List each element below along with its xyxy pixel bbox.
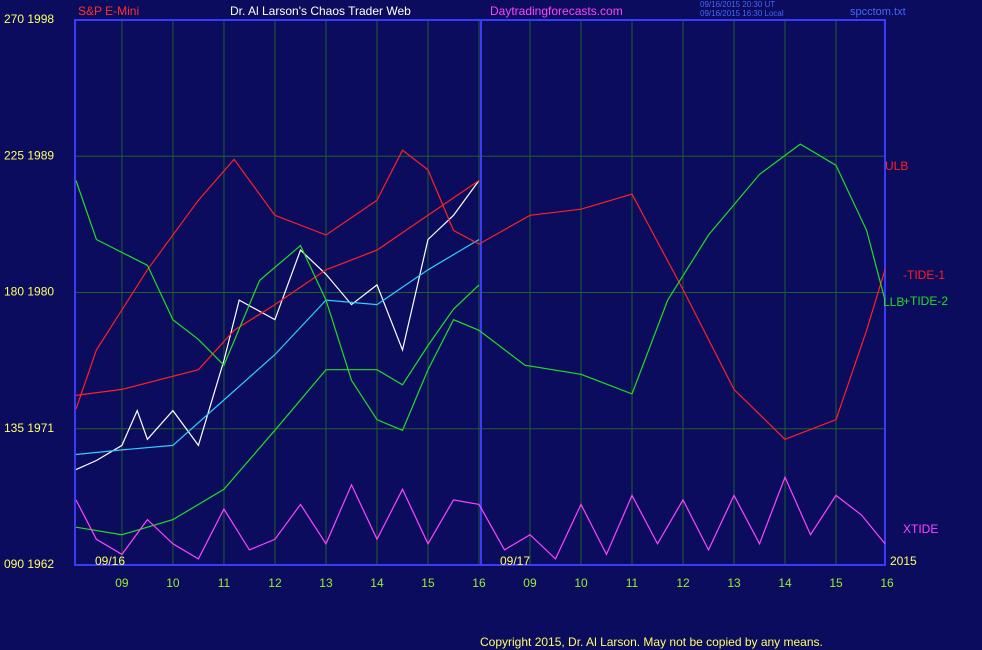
series-line (75, 143, 886, 432)
y-tick-label: 090 1962 (4, 557, 54, 571)
timestamp: 09/16/2015 16:30 Local (700, 9, 784, 18)
x-tick-label: 12 (676, 576, 690, 590)
y-tick-label: 135 1971 (4, 421, 54, 435)
y-tick-label: 225 1989 (4, 148, 54, 162)
series-label: -TIDE-1 (903, 268, 945, 282)
series-label: LLB (883, 295, 904, 309)
x-tick-label: 16 (880, 576, 894, 590)
x-tick-label: 09 (115, 576, 129, 590)
x-tick-label: 11 (218, 576, 231, 590)
series-label: ULB (885, 159, 908, 173)
year-label: 2015 (890, 554, 917, 568)
x-tick-label: 10 (166, 576, 180, 590)
x-tick-label: 12 (268, 576, 282, 590)
website: Daytradingforecasts.com (490, 4, 623, 18)
x-tick-label: 14 (778, 576, 792, 590)
series-line (75, 180, 480, 396)
series-line (75, 238, 480, 456)
chart-title: Dr. Al Larson's Chaos Trader Web (230, 4, 411, 18)
series-label: +TIDE-2 (903, 294, 948, 308)
x-tick-label: 10 (574, 576, 588, 590)
y-tick-label: 270 1998 (4, 12, 54, 26)
timestamp: 09/16/2015 20:30 UT (700, 0, 775, 9)
symbol: S&P E-Mini (78, 4, 139, 18)
x-tick-label: 11 (626, 576, 639, 590)
series-label: XTIDE (903, 522, 938, 536)
x-tick-label: 15 (421, 576, 435, 590)
file-name: spcctom.txt (850, 6, 906, 18)
x-tick-label: 09 (523, 576, 537, 590)
y-tick-label: 180 1980 (4, 285, 54, 299)
copyright: Copyright 2015, Dr. Al Larson. May not b… (480, 635, 823, 649)
series-line (75, 284, 480, 536)
series-line (75, 180, 480, 471)
date-label: 09/16 (95, 554, 125, 568)
x-tick-label: 16 (472, 576, 486, 590)
date-label: 09/17 (500, 554, 530, 568)
x-tick-label: 13 (319, 576, 333, 590)
x-tick-label: 14 (370, 576, 384, 590)
x-tick-label: 15 (829, 576, 843, 590)
series-line (75, 149, 886, 440)
x-tick-label: 13 (727, 576, 741, 590)
series-line (75, 475, 886, 560)
